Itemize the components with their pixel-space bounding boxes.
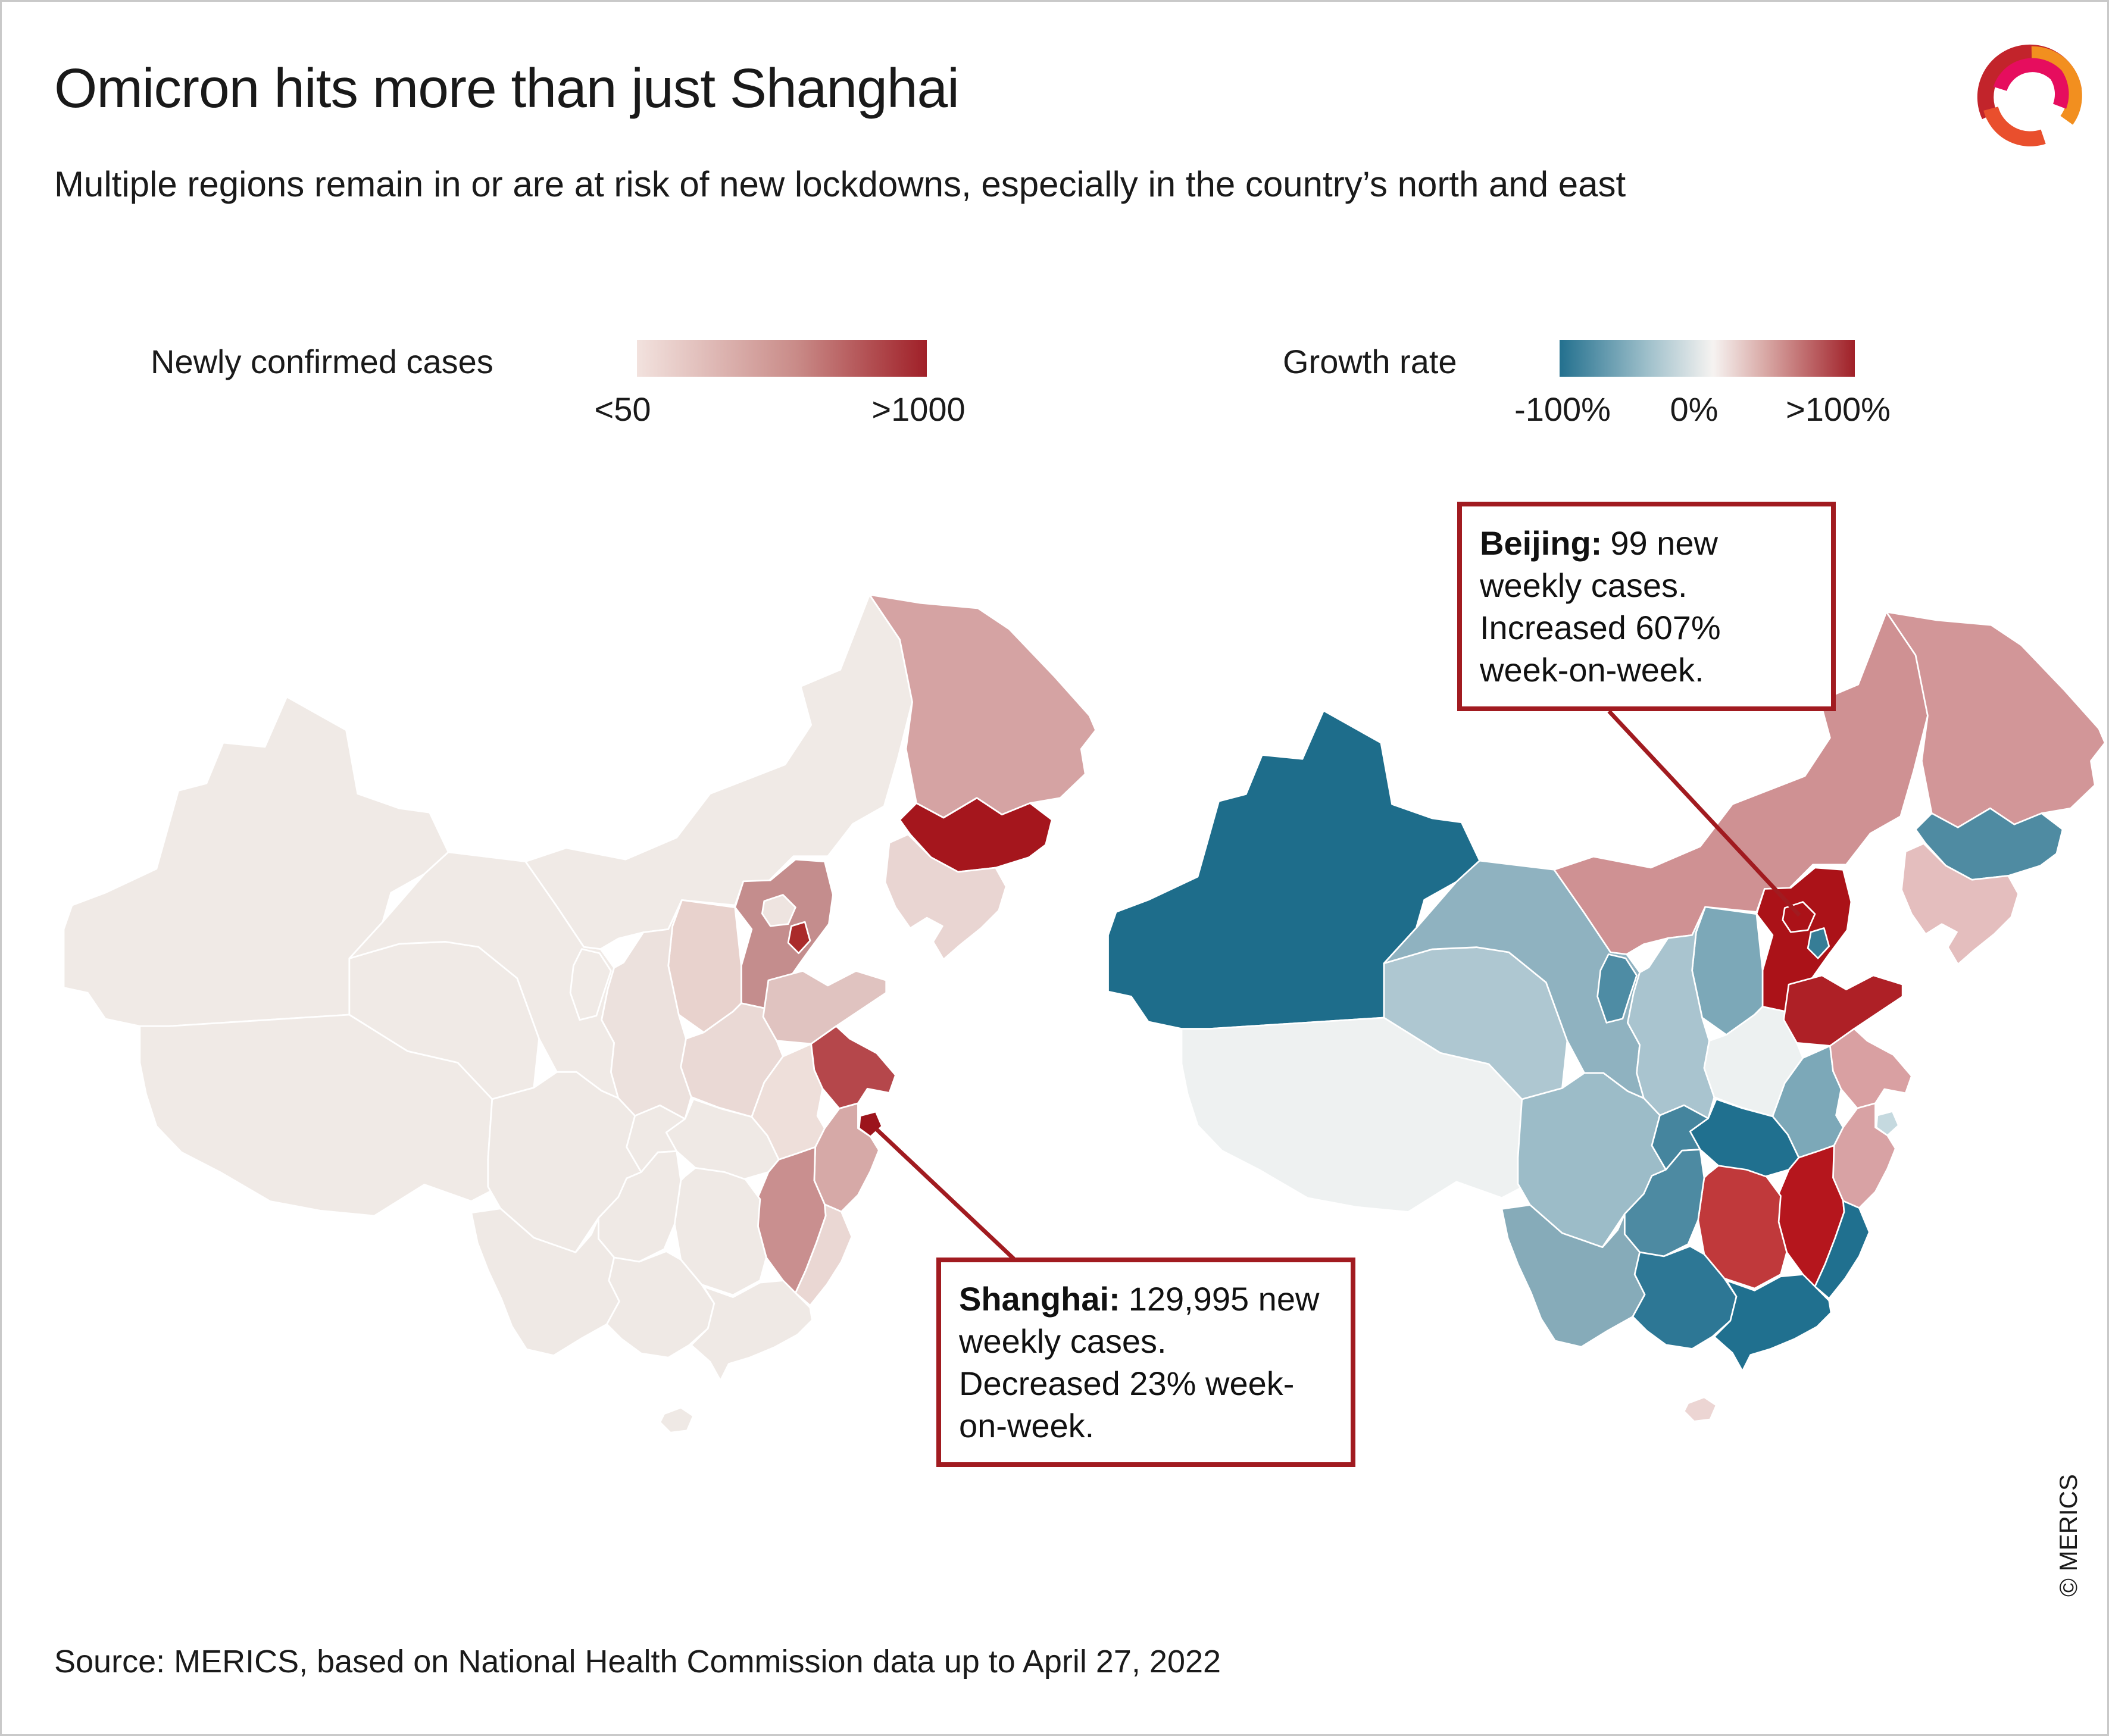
cases-legend-min-label: <50 bbox=[594, 390, 651, 428]
logo-orange-ribbon bbox=[2031, 46, 2082, 125]
region-jiangsu bbox=[810, 1025, 896, 1110]
region-shandong bbox=[1783, 974, 1904, 1047]
cases-legend-max-label: >1000 bbox=[871, 390, 966, 428]
beijing-callout-name: Beijing: bbox=[1480, 524, 1602, 562]
beijing-callout: Beijing: 99 new weekly cases. Increased 6… bbox=[1457, 502, 1836, 712]
region-hainan bbox=[659, 1406, 695, 1434]
logo-magenta-ribbon bbox=[1993, 58, 2069, 109]
beijing-callout-text: 99 new weekly cases. Increased 607% week… bbox=[1480, 524, 1721, 689]
shanghai-callout: Shanghai: 129,995 new weekly cases. Decre… bbox=[936, 1258, 1355, 1468]
region-shandong bbox=[762, 970, 888, 1045]
growth-legend-gradient-bar bbox=[1560, 340, 1855, 377]
logo-vermilion-ribbon bbox=[1983, 106, 2046, 146]
shanghai-callout-text: 129,995 new weekly cases. Decreased 23% … bbox=[959, 1280, 1320, 1445]
shanghai-callout-name: Shanghai: bbox=[959, 1280, 1120, 1318]
source-text: Source: MERICS, based on National Health… bbox=[54, 1644, 1221, 1679]
cases-legend-label: Newly confirmed cases bbox=[151, 343, 493, 380]
region-hainan bbox=[1683, 1396, 1717, 1422]
merics-logo bbox=[1977, 44, 2082, 146]
page-subtitle: Multiple regions remain in or are at ris… bbox=[54, 164, 1626, 204]
growth-legend-label: Growth rate bbox=[1283, 343, 1457, 380]
region-guangdong bbox=[690, 1280, 813, 1382]
growth-legend-min-label: -100% bbox=[1514, 390, 1611, 428]
region-guangdong bbox=[1713, 1273, 1832, 1372]
copyright-text: © MERICS bbox=[2054, 1474, 2082, 1597]
growth-legend-mid-label: 0% bbox=[1670, 390, 1719, 428]
page-title: Omicron hits more than just Shanghai bbox=[54, 57, 960, 119]
region-jiangsu bbox=[1829, 1028, 1913, 1109]
cases-legend-gradient-bar bbox=[637, 340, 927, 377]
growth-legend-max-label: >100% bbox=[1786, 390, 1891, 428]
region-inner_mongolia bbox=[524, 593, 913, 950]
